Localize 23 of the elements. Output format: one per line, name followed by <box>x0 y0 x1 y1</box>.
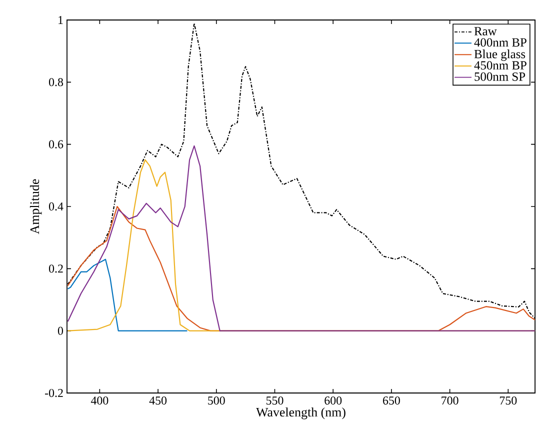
legend-label: Raw <box>474 27 497 36</box>
y-tick-label: 0.8 <box>48 78 64 86</box>
x-tick-label: 400 <box>90 396 108 405</box>
y-tick-label: 0.4 <box>48 202 64 211</box>
y-tick-label: 1 <box>58 16 63 24</box>
x-tick-label: 550 <box>266 396 284 405</box>
x-tick-label: 750 <box>500 396 517 405</box>
x-tick-label: 500 <box>208 396 225 405</box>
y-tick-label: 0 <box>58 326 64 335</box>
legend-label: Blue glass <box>474 50 526 61</box>
legend-label: 450nm BP <box>474 61 526 70</box>
x-axis-title: Wavelength (nm) <box>256 407 346 420</box>
x-tick-label: 650 <box>383 396 400 405</box>
x-tick-label: 700 <box>442 396 458 405</box>
y-tick-label: 0.2 <box>48 264 63 273</box>
legend-label: 500nm SP <box>474 72 526 81</box>
legend-label: 400nm BP <box>474 38 526 47</box>
x-tick-label: 600 <box>324 396 342 405</box>
y-axis-title: Amplitude <box>30 179 42 234</box>
y-tick-label: 0.6 <box>48 140 64 148</box>
x-tick-label: 450 <box>149 396 167 405</box>
y-tick-label: -0.2 <box>44 388 63 398</box>
line-series <box>67 258 188 332</box>
